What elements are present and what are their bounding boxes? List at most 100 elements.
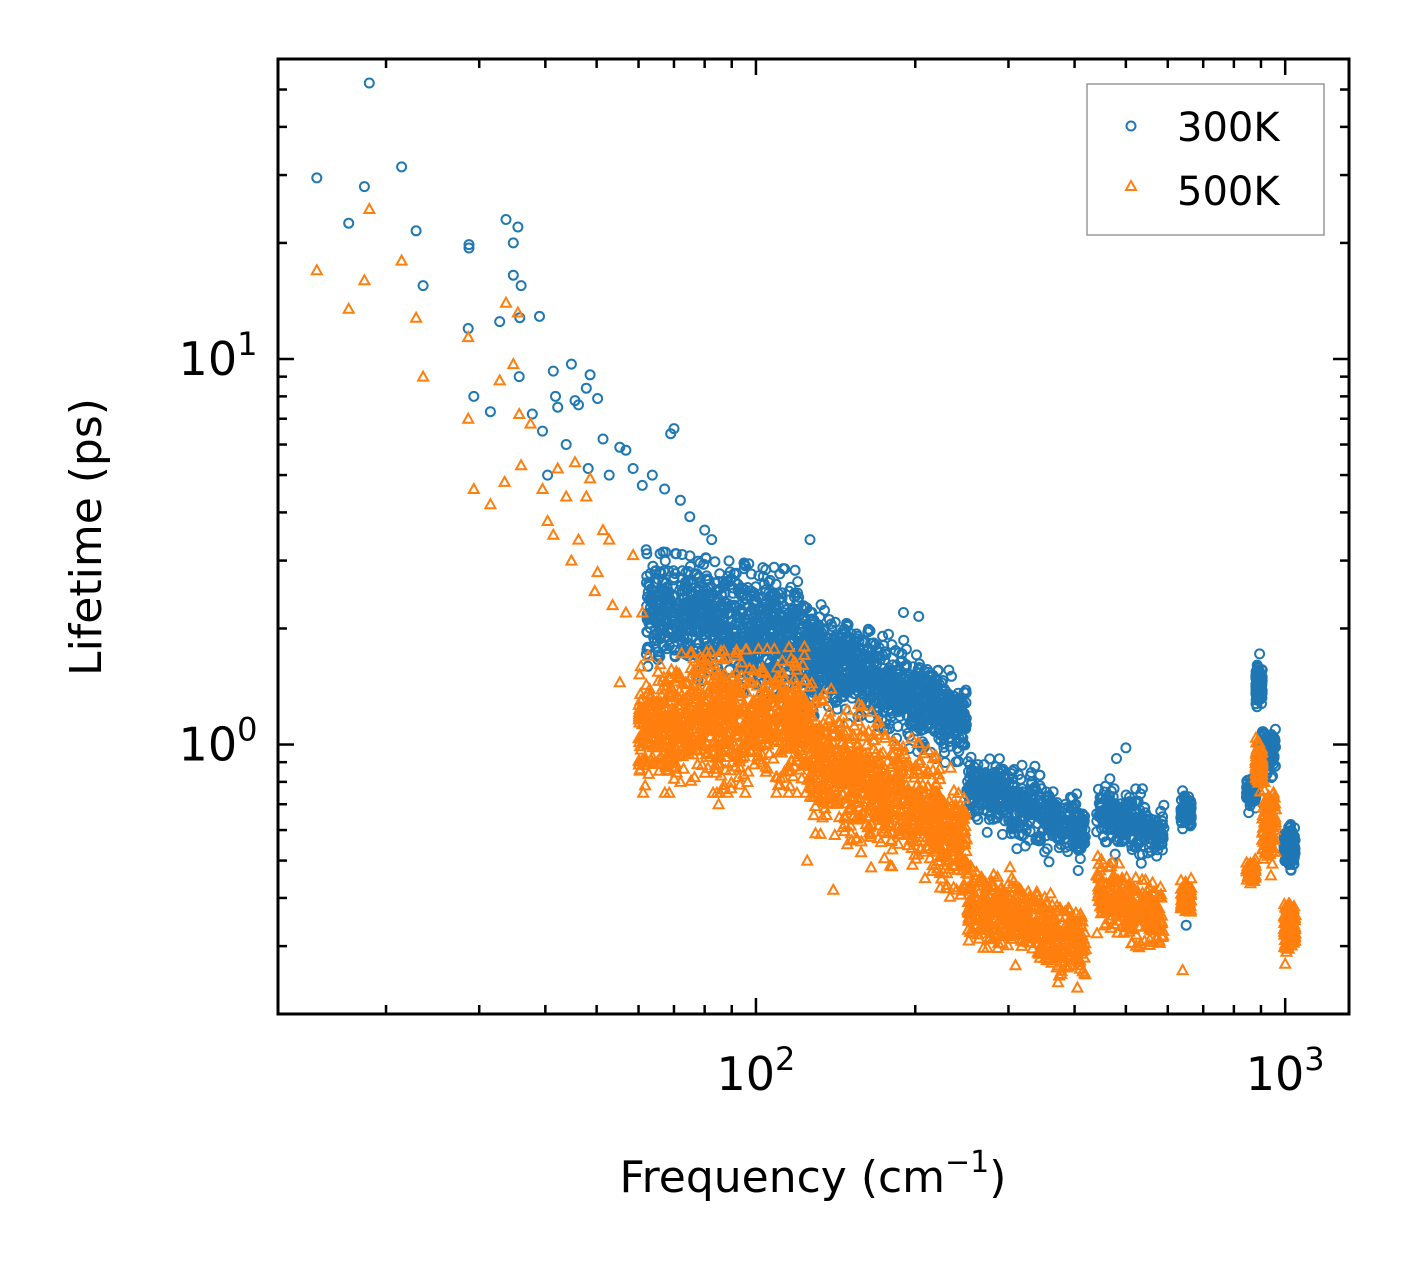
point-300k-831 <box>654 605 666 617</box>
point-300k-272 <box>663 640 675 652</box>
point-300k-1798 <box>819 623 831 635</box>
point-300k-822 <box>770 578 782 590</box>
point-300k-808 <box>798 600 810 612</box>
point-300k-920 <box>682 616 693 628</box>
point-300k-1838 <box>812 634 824 646</box>
point-300k-792 <box>676 626 688 638</box>
point-300k-1779 <box>833 641 845 653</box>
point-300k-881 <box>717 622 729 634</box>
point-300k-844 <box>770 639 782 651</box>
point-300k-462 <box>753 570 765 582</box>
point-300k-1836 <box>860 675 872 687</box>
point-300k-1849 <box>851 664 862 676</box>
point-300k-758 <box>774 568 786 580</box>
point-300k-1785 <box>955 704 967 716</box>
point-300k-1705 <box>825 667 837 678</box>
point-300k-1817 <box>839 647 851 659</box>
point-300k-943 <box>719 577 731 589</box>
point-300k-807 <box>769 596 781 608</box>
point-300k-1673 <box>926 670 938 682</box>
point-300k-1061 <box>862 623 874 635</box>
point-300k-1306 <box>938 741 950 753</box>
point-300k-1794 <box>950 756 962 768</box>
point-300k-715 <box>700 552 712 564</box>
point-300k-929 <box>661 581 673 593</box>
point-300k-912 <box>659 613 671 625</box>
point-300k-909 <box>699 629 711 640</box>
point-300k-1413 <box>957 732 969 744</box>
point-300k-901 <box>641 626 653 638</box>
point-300k-923 <box>713 634 725 646</box>
point-300k-717 <box>669 548 681 560</box>
point-300k-1823 <box>953 702 965 714</box>
point-300k-1813 <box>813 639 825 651</box>
point-300k-875 <box>780 604 792 616</box>
series-300k <box>311 77 1301 931</box>
point-300k-1847 <box>840 627 852 639</box>
point-300k-1708 <box>806 607 818 618</box>
point-300k-642 <box>647 560 659 572</box>
point-300k-1703 <box>928 708 940 720</box>
point-300k-938 <box>706 605 718 617</box>
point-300k-935 <box>680 611 692 623</box>
point-300k-1754 <box>904 673 915 685</box>
point-300k-1652 <box>837 691 849 703</box>
point-300k-936 <box>705 622 717 634</box>
point-300k-267 <box>684 550 696 562</box>
point-300k-1814 <box>948 702 960 714</box>
point-300k-1182 <box>911 649 922 661</box>
point-300k-1737 <box>944 726 956 738</box>
point-300k-1807 <box>834 671 846 683</box>
point-300k-767 <box>759 587 771 598</box>
point-300k-406 <box>714 568 726 580</box>
point-300k-915 <box>785 619 796 630</box>
point-300k-686 <box>728 623 740 634</box>
point-300k-1824 <box>886 707 898 719</box>
point-300k-1848 <box>891 659 902 671</box>
point-300k-672 <box>680 578 691 590</box>
point-300k-647 <box>655 568 667 580</box>
point-300k-1803 <box>922 722 934 734</box>
point-300k-863 <box>758 619 770 631</box>
point-300k-878 <box>752 617 764 629</box>
point-300k-1788 <box>858 643 870 655</box>
point-300k-832 <box>699 634 711 646</box>
point-300k-857 <box>765 614 777 626</box>
point-300k-1772 <box>958 686 970 698</box>
point-300k-1841 <box>822 653 834 665</box>
point-300k-945 <box>702 606 713 618</box>
point-300k-554 <box>657 546 669 558</box>
point-300k-1728 <box>932 664 944 676</box>
point-300k-1631 <box>943 664 955 676</box>
point-300k-1816 <box>815 644 827 656</box>
point-300k-1802 <box>955 715 967 727</box>
point-300k-861 <box>657 620 669 632</box>
point-300k-1833 <box>938 709 950 721</box>
point-300k-827 <box>686 617 698 629</box>
point-300k-1516 <box>815 599 827 611</box>
point-300k-1741 <box>919 685 931 697</box>
point-300k-1819 <box>923 708 935 720</box>
point-300k-1740 <box>882 665 894 677</box>
point-300k-1766 <box>826 640 838 652</box>
point-300k-1839 <box>850 656 862 668</box>
point-300k-796 <box>661 643 673 655</box>
point-300k-261 <box>640 544 652 556</box>
point-300k-783 <box>693 571 705 583</box>
point-300k-1835 <box>828 669 840 681</box>
point-300k-1818 <box>880 649 892 661</box>
point-300k-1644 <box>864 712 876 724</box>
point-300k-753 <box>768 561 780 573</box>
point-300k-624 <box>723 555 735 567</box>
point-300k-1806 <box>911 691 923 702</box>
point-300k-1629 <box>946 670 957 682</box>
point-300k-903 <box>741 620 753 632</box>
point-300k-571 <box>793 591 805 603</box>
point-300k-1640 <box>830 696 841 708</box>
point-300k-885 <box>649 565 661 577</box>
point-300k-884 <box>766 608 778 620</box>
point-300k-228 <box>676 549 688 560</box>
point-300k-868 <box>716 623 728 635</box>
point-300k-905 <box>681 590 693 602</box>
